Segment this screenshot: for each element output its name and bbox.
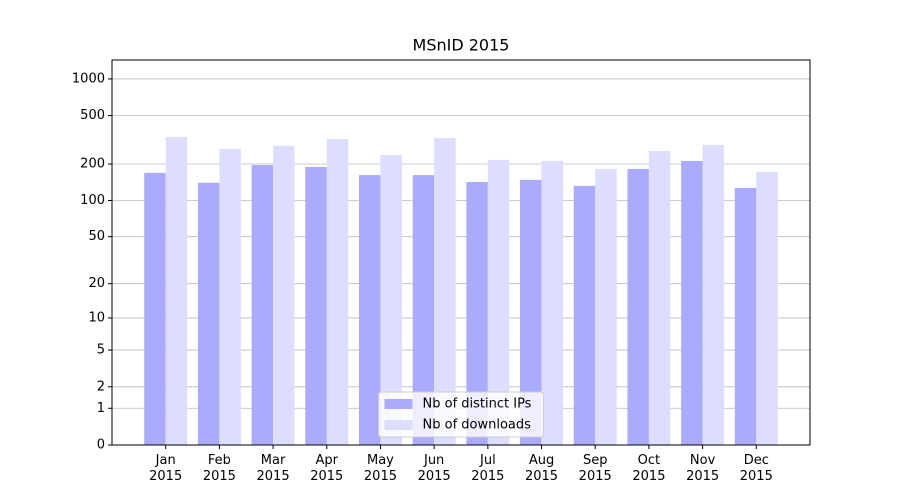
x-tick-label: Sep 2015 [578, 453, 612, 484]
x-tick-label: Oct 2015 [632, 453, 666, 484]
legend-label: Nb of distinct IPs [423, 397, 532, 412]
x-tick-label: Dec 2015 [739, 453, 773, 484]
bar [466, 182, 488, 445]
x-tick-label: Jun 2015 [417, 453, 451, 484]
x-tick-label: Jul 2015 [471, 453, 505, 484]
bar [197, 182, 220, 446]
chart-title: MSnID 2015 [413, 36, 510, 55]
x-tick-label: Jan 2015 [149, 453, 183, 484]
x-tick-label: May 2015 [363, 453, 397, 484]
bar [412, 175, 435, 445]
y-tick-label: 2 [97, 379, 105, 394]
y-tick-label: 5 [97, 343, 105, 358]
legend-swatch [384, 399, 413, 409]
bar [756, 171, 778, 445]
bar [541, 160, 564, 445]
x-tick-label: Apr 2015 [310, 453, 344, 484]
bar [165, 136, 188, 445]
y-tick-label: 1 [97, 401, 105, 416]
bar [573, 185, 596, 445]
y-tick-label: 500 [80, 108, 105, 123]
bar [380, 155, 402, 446]
y-tick-label: 20 [88, 276, 105, 291]
bar [648, 150, 671, 446]
bar [144, 172, 166, 445]
x-tick-label: Aug 2015 [524, 453, 559, 484]
bar [627, 168, 649, 445]
bar [219, 148, 241, 445]
y-tick-label: 50 [88, 229, 105, 244]
bar [595, 168, 617, 445]
legend-box [378, 391, 544, 438]
plot-frame [111, 59, 811, 446]
bar [326, 139, 349, 445]
y-tick-label: 200 [80, 157, 105, 172]
legend-label: Nb of downloads [423, 418, 532, 433]
x-tick-label: Feb 2015 [202, 453, 236, 484]
y-tick-label: 1000 [72, 71, 105, 86]
bar [251, 165, 274, 446]
bar [487, 159, 510, 445]
y-tick-label: 0 [97, 438, 105, 453]
x-tick-label: Mar 2015 [256, 453, 290, 484]
y-tick-label: 100 [80, 193, 105, 208]
bar [273, 145, 295, 446]
bar [734, 187, 757, 445]
y-tick-label: 10 [88, 310, 105, 325]
bar [702, 144, 725, 445]
legend-swatch [384, 420, 413, 430]
bar [305, 166, 327, 446]
bar [520, 179, 542, 445]
bar [358, 175, 381, 445]
bar [434, 138, 456, 446]
x-tick-label: Nov 2015 [686, 453, 720, 484]
bar [681, 160, 703, 445]
